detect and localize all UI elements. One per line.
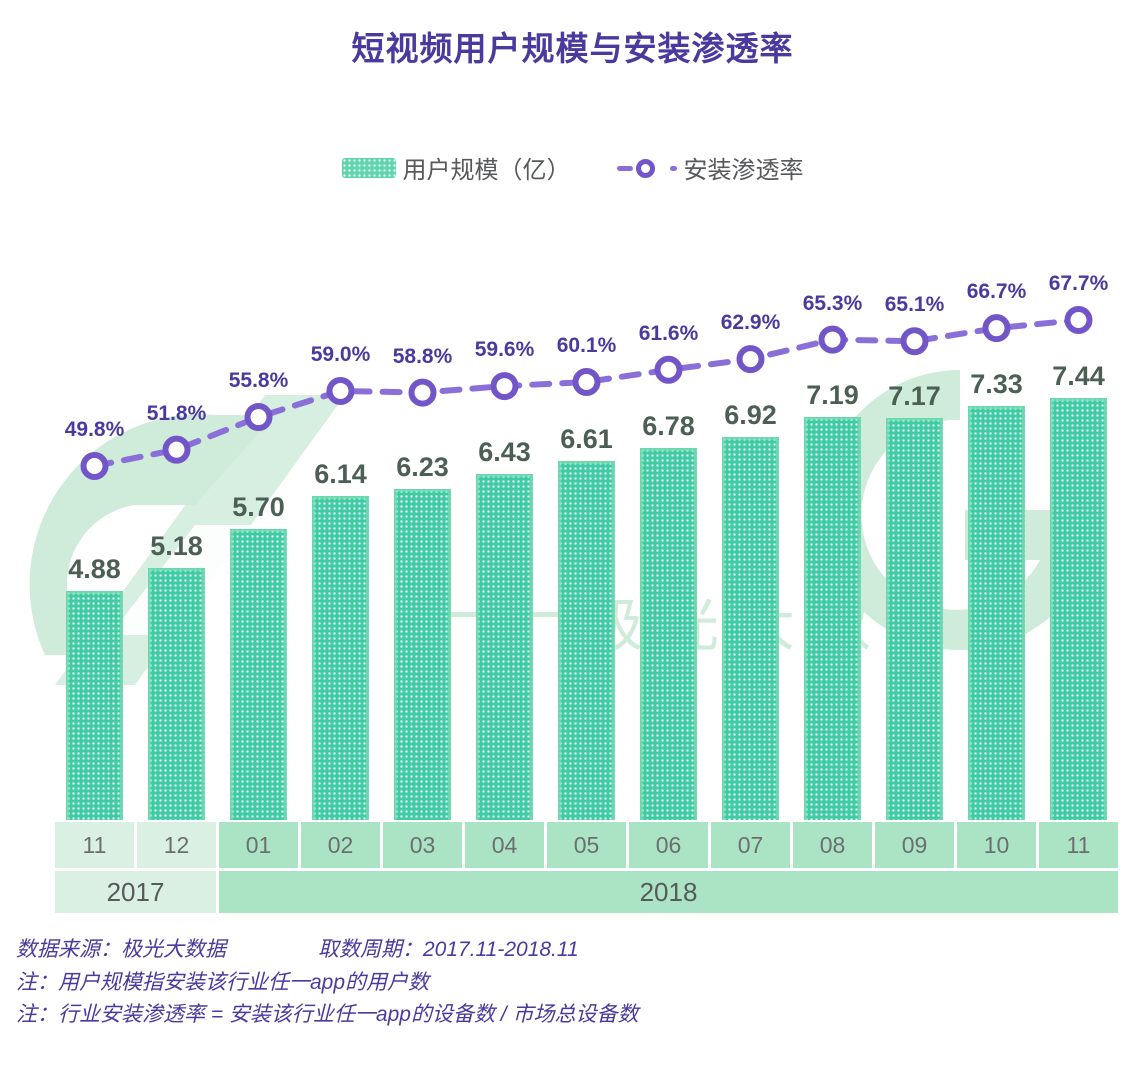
axis-month-2018-10: 10 xyxy=(957,822,1036,868)
axis-month-2018-03: 03 xyxy=(383,822,462,868)
bar-2018-11[interactable] xyxy=(1050,398,1107,820)
footer-period: 取数周期：2017.11-2018.11 xyxy=(318,938,579,961)
bar-value-label: 6.92 xyxy=(724,400,777,431)
percent-value-label: 59.0% xyxy=(310,342,371,366)
axis-month-2018-06: 06 xyxy=(629,822,708,868)
bar-2018-05[interactable] xyxy=(558,460,615,820)
percent-value-label: 49.8% xyxy=(64,418,125,441)
axis-year-2017: 2017 xyxy=(55,871,216,913)
bar-2018-06[interactable] xyxy=(640,447,697,820)
axis-month-2018-01: 01 xyxy=(219,822,298,868)
bar-value-label: 7.44 xyxy=(1052,361,1105,391)
percent-value-label: 62.9% xyxy=(720,311,781,335)
percent-value-label: 60.1% xyxy=(556,333,617,357)
bar-value-label: 6.23 xyxy=(396,452,449,483)
legend-item-line[interactable]: 安装渗透率 xyxy=(616,150,804,185)
line-marker-icon xyxy=(616,157,677,179)
bar-value-label: 7.17 xyxy=(888,381,941,412)
percent-value-label: 61.6% xyxy=(638,321,699,345)
bar-2018-10[interactable] xyxy=(968,406,1025,820)
legend-item-bar[interactable]: 用户规模（亿） xyxy=(341,150,571,185)
axis-month-2018-04: 04 xyxy=(465,822,544,868)
percent-value-label: 67.7% xyxy=(1048,272,1109,295)
axis-month-2018-11: 11 xyxy=(1039,822,1118,868)
bar-value-label: 6.78 xyxy=(642,410,695,441)
percent-value-label: 58.8% xyxy=(392,344,453,368)
bar-2018-04[interactable] xyxy=(476,474,533,820)
bar-2017-12[interactable] xyxy=(148,568,205,820)
axis-month-2018-07: 07 xyxy=(711,822,790,868)
bar-value-label: 7.33 xyxy=(970,369,1023,400)
bar-2017-11[interactable] xyxy=(66,591,123,820)
percent-value-label: 51.8% xyxy=(146,401,207,425)
axis-month-2018-09: 09 xyxy=(875,822,954,868)
page-title: 短视频用户规模与安装渗透率 xyxy=(351,30,794,67)
footer-note-1: 注：用户规模指安装该行业任一app的用户数 xyxy=(16,970,430,994)
axis-month-2018-05: 05 xyxy=(547,822,626,868)
legend-label-bar: 用户规模（亿） xyxy=(402,157,571,184)
axis-year-2018: 2018 xyxy=(219,871,1118,913)
percent-value-label: 59.6% xyxy=(474,338,535,362)
percent-value-label: 65.3% xyxy=(802,291,863,315)
bar-value-label: 7.19 xyxy=(806,379,859,410)
percent-value-label: 55.8% xyxy=(228,369,289,393)
axis-month-row: 11 12 01 02 03 04 05 06 07 08 09 10 11 xyxy=(55,822,1118,868)
bar-2018-07[interactable] xyxy=(722,437,779,820)
bar-2018-09[interactable] xyxy=(886,418,943,820)
bar-2018-01[interactable] xyxy=(230,529,287,820)
bar-value-label: 5.70 xyxy=(232,492,285,523)
footer-note-2: 注：行业安装渗透率 = 安装该行业任一app的设备数 / 市场总设备数 xyxy=(16,1003,639,1027)
axis-month-2018-08: 08 xyxy=(793,822,872,868)
bar-2018-03[interactable] xyxy=(394,489,451,820)
percent-value-label: 65.1% xyxy=(884,293,945,317)
legend-label-line: 安装渗透率 xyxy=(683,157,804,184)
bar-value-label: 6.61 xyxy=(560,423,613,454)
axis-month-2018-02: 02 xyxy=(301,822,380,868)
axis-month-2017-11: 11 xyxy=(55,822,134,868)
bar-value-label: 6.14 xyxy=(314,459,367,489)
bar-value-label: 4.88 xyxy=(68,554,121,584)
percent-value-label: 66.7% xyxy=(966,280,1027,304)
axis-month-2017-12: 12 xyxy=(137,822,216,868)
footer-source: 数据来源：极光大数据 xyxy=(16,938,226,961)
axis-year-row: 2017 2018 xyxy=(55,871,1118,913)
bar-swatch-icon xyxy=(341,157,396,178)
bar-2018-02[interactable] xyxy=(312,496,369,820)
chart-footer: 数据来源：极光大数据 取数周期：2017.11-2018.11 注：用户规模指安… xyxy=(16,934,1136,1032)
bar-value-label: 5.18 xyxy=(150,531,203,562)
chart-legend: 用户规模（亿） 安装渗透率 xyxy=(0,150,1145,185)
bar-value-label: 6.43 xyxy=(478,437,531,468)
bar-2018-08[interactable] xyxy=(804,416,861,820)
